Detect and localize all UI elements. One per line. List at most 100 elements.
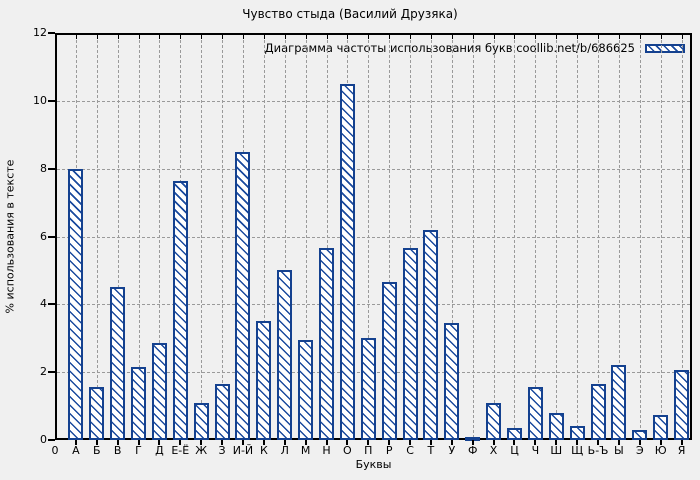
x-tick-label: К [259,444,268,457]
x-tick-mark [409,440,412,445]
x-tick-label: З [218,444,226,457]
x-tick-mark [388,440,391,445]
gridline-vertical [472,35,474,438]
gridline-vertical [514,35,516,438]
x-tick-mark [95,440,98,445]
y-tick-mark [48,371,55,374]
gridline-vertical [577,35,579,438]
bar-Н [319,248,334,440]
gridline-vertical [493,35,495,438]
gridline-vertical [598,35,600,438]
top-tick-mark [535,35,537,39]
top-tick-mark [639,35,641,39]
top-tick-mark [305,35,307,39]
x-tick-label: П [364,444,373,457]
y-tick-mark [48,235,55,238]
x-tick-mark [221,440,224,445]
top-tick-mark [451,35,453,39]
gridline-vertical [138,35,140,438]
gridline-vertical [263,35,265,438]
x-tick-mark [450,440,453,445]
x-tick-mark [200,440,203,445]
top-tick-mark [389,35,391,39]
top-tick-mark [347,35,349,39]
x-tick-mark [555,440,558,445]
gridline-vertical [618,35,620,438]
bar-Г [131,367,147,440]
top-tick-mark [556,35,558,39]
x-tick-label: Ц [510,444,519,457]
gridline-vertical [410,35,412,438]
gridline-vertical [556,35,558,438]
y-tick-mark [48,167,55,170]
x-tick-label: Б [92,444,101,457]
bar-Л [277,270,293,440]
bar-Ш [548,412,564,440]
x-tick-mark [241,440,244,445]
x-tick-mark [116,440,119,445]
x-tick-mark [304,440,307,445]
x-tick-label: Ь-Ъ [587,444,609,457]
top-tick-mark [514,35,516,39]
gridline-vertical [389,35,391,438]
top-tick-mark [263,35,265,39]
x-tick-label: Т [427,444,435,457]
bar-Ф [465,436,481,441]
x-tick-label: Е-Ё [171,444,190,457]
legend-swatch-icon [645,43,685,53]
x-tick-mark [513,440,516,445]
bar-Ь-Ъ [590,384,606,440]
top-tick-mark [577,35,579,39]
top-tick-mark [159,35,161,39]
top-tick-mark [472,35,474,39]
x-tick-mark [597,440,600,445]
bar-П [360,338,376,440]
gridline-vertical [681,35,683,438]
x-tick-label: Р [385,444,393,457]
x-tick-label: С [406,444,414,457]
x-tick-label: И-Й [232,444,254,457]
x-tick-mark [179,440,182,445]
bar-Ц [506,428,522,440]
x-tick-label: Ф [467,444,478,457]
x-tick-label: А [72,444,80,457]
gridline-vertical [535,35,537,438]
bar-О [339,83,355,440]
bar-Ч [527,387,543,440]
x-tick-mark [659,440,662,445]
y-tick-label: 10 [33,93,47,107]
bar-Т [423,229,439,440]
x-tick-mark [346,440,349,445]
chart-title: Чувство стыда (Василий Друзяка) [242,7,458,21]
bar-А [68,168,84,440]
x-tick-label: Щ [571,444,584,457]
top-tick-mark [242,35,244,39]
x-tick-label: Ш [550,444,563,457]
gridline-vertical [284,35,286,438]
gridline-horizontal [57,304,690,306]
gridline-vertical [326,35,328,438]
bar-В [110,287,126,440]
bar-Х [486,402,502,440]
top-tick-mark [138,35,140,39]
gridline-vertical [660,35,662,438]
top-tick-mark [660,35,662,39]
bar-Д [151,343,167,440]
x-axis-label: Буквы [355,458,392,471]
x-tick-mark [74,440,77,445]
bar-Э [632,429,648,440]
x-tick-mark [638,440,641,445]
x-tick-label: Э [635,444,644,457]
x-tick-label: Ы [614,444,624,457]
top-tick-mark [430,35,432,39]
y-tick-label: 0 [40,433,47,446]
y-tick-label: 4 [40,297,47,311]
x-tick-mark [534,440,537,445]
bar-М [298,339,314,440]
x-tick-label: Ж [195,444,208,457]
gridline-vertical [159,35,161,438]
bar-К [256,321,272,440]
x-tick-label: Д [155,444,164,457]
x-tick-mark [617,440,620,445]
